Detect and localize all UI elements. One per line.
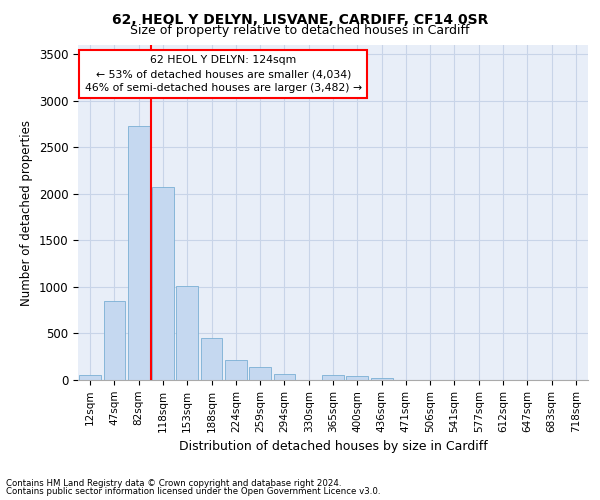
Bar — [152, 188, 174, 380]
Bar — [79, 375, 101, 380]
Y-axis label: Number of detached properties: Number of detached properties — [20, 120, 33, 306]
X-axis label: Distribution of detached houses by size in Cardiff: Distribution of detached houses by size … — [179, 440, 487, 453]
Bar — [128, 126, 149, 380]
Text: Contains public sector information licensed under the Open Government Licence v3: Contains public sector information licen… — [6, 487, 380, 496]
Bar — [104, 301, 125, 380]
Bar — [371, 378, 392, 380]
Bar — [346, 376, 368, 380]
Bar — [176, 286, 198, 380]
Bar — [249, 366, 271, 380]
Bar — [225, 360, 247, 380]
Bar — [274, 374, 295, 380]
Text: 62 HEOL Y DELYN: 124sqm
← 53% of detached houses are smaller (4,034)
46% of semi: 62 HEOL Y DELYN: 124sqm ← 53% of detache… — [85, 55, 362, 93]
Text: Size of property relative to detached houses in Cardiff: Size of property relative to detached ho… — [130, 24, 470, 37]
Bar — [200, 338, 223, 380]
Bar — [322, 375, 344, 380]
Text: Contains HM Land Registry data © Crown copyright and database right 2024.: Contains HM Land Registry data © Crown c… — [6, 478, 341, 488]
Text: 62, HEOL Y DELYN, LISVANE, CARDIFF, CF14 0SR: 62, HEOL Y DELYN, LISVANE, CARDIFF, CF14… — [112, 12, 488, 26]
